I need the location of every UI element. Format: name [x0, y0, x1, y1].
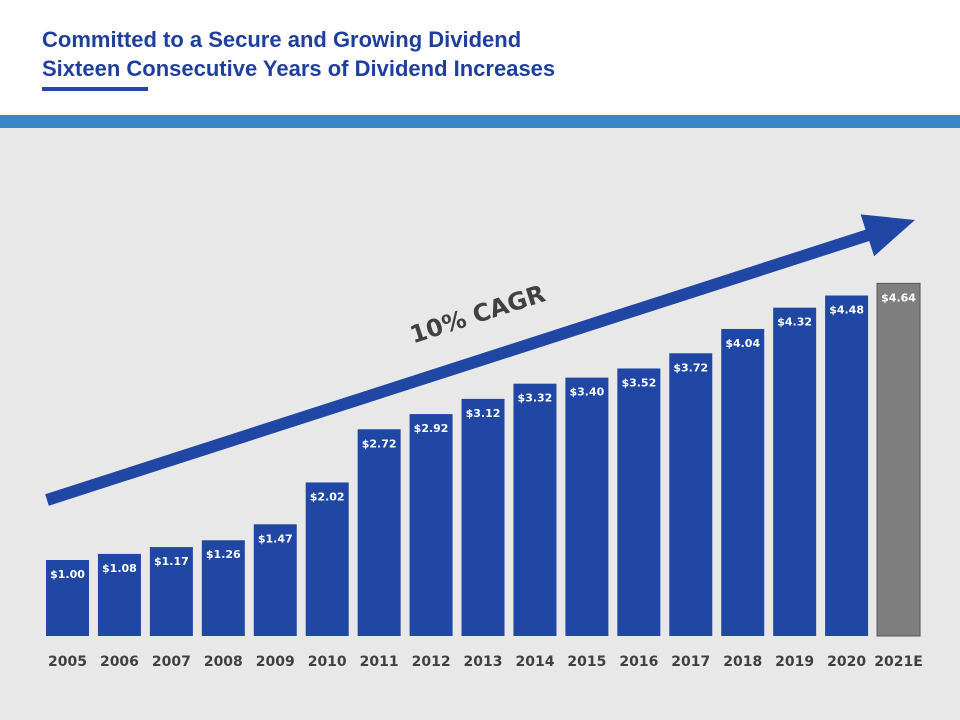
- bar: [876, 282, 921, 637]
- arrow-head: [860, 214, 915, 257]
- value-label: $4.32: [777, 316, 812, 329]
- header-band: [0, 115, 960, 128]
- value-label: $1.26: [206, 548, 241, 561]
- value-label: $2.02: [310, 490, 345, 503]
- bar: [46, 560, 89, 636]
- value-label: $4.64: [881, 291, 916, 304]
- value-label: $3.12: [466, 407, 501, 420]
- x-tick-label: 2014: [515, 654, 554, 670]
- x-tick-label: 2021E: [874, 654, 923, 670]
- value-label: $4.04: [725, 337, 760, 350]
- value-label: $2.72: [362, 437, 397, 450]
- x-tick-label: 2013: [464, 654, 503, 670]
- x-tick-label: 2018: [723, 654, 762, 670]
- value-label: $3.72: [673, 361, 708, 374]
- bars: $1.00 2005 $1.08 2006 $1.17 2007 $1.26 2008 $1.4…: [46, 282, 923, 670]
- value-label: $1.08: [102, 562, 137, 575]
- bar: [513, 383, 557, 636]
- value-label: $3.32: [518, 392, 553, 405]
- bar: [201, 540, 245, 636]
- bar: [461, 398, 505, 636]
- x-tick-label: 2012: [412, 654, 451, 670]
- x-tick-label: 2015: [567, 654, 606, 670]
- bar: [149, 547, 193, 636]
- bar: [617, 368, 661, 636]
- value-label: $1.00: [50, 568, 85, 581]
- chart-title: Committed to a Secure and Growing Divide…: [42, 27, 521, 52]
- x-tick-label: 2019: [775, 654, 814, 670]
- value-label: $3.40: [570, 386, 605, 399]
- x-tick-label: 2017: [671, 654, 710, 670]
- x-tick-label: 2007: [152, 654, 191, 670]
- value-label: $2.92: [414, 422, 449, 435]
- x-tick-label: 2009: [256, 654, 295, 670]
- bar: [773, 307, 817, 636]
- value-label: $1.47: [258, 532, 293, 545]
- bar: [357, 429, 401, 636]
- bar: [565, 377, 609, 636]
- growth-arrow: [45, 214, 915, 506]
- x-tick-label: 2010: [308, 654, 347, 670]
- value-label: $4.48: [829, 304, 864, 317]
- x-tick-label: 2006: [100, 654, 139, 670]
- value-label: $1.17: [154, 555, 189, 568]
- bar: [669, 353, 713, 636]
- bar: [97, 553, 141, 636]
- bar: [721, 328, 765, 636]
- bar: [409, 414, 453, 636]
- bar: [305, 482, 349, 636]
- title-underline: [42, 87, 148, 91]
- bar: [825, 295, 869, 636]
- arrow-shaft: [45, 226, 879, 506]
- x-tick-label: 2020: [827, 654, 866, 670]
- x-tick-label: 2011: [360, 654, 399, 670]
- x-tick-label: 2005: [48, 654, 87, 670]
- value-label: $3.52: [621, 376, 656, 389]
- x-tick-label: 2008: [204, 654, 243, 670]
- chart-subtitle: Sixteen Consecutive Years of Dividend In…: [42, 56, 555, 81]
- bar: [253, 524, 297, 636]
- x-tick-label: 2016: [619, 654, 658, 670]
